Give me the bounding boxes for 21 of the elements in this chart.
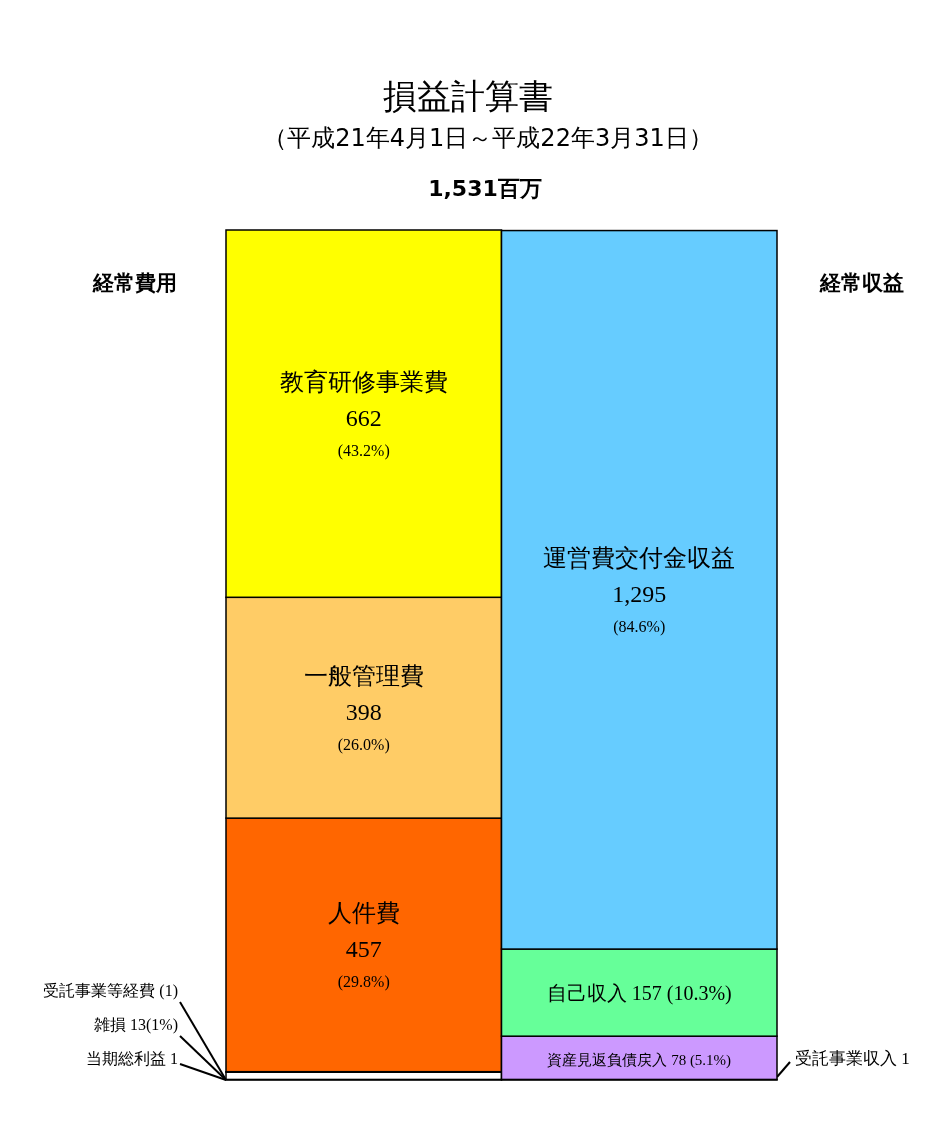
text: 当期総利益 1 xyxy=(86,1050,178,1067)
data-label: 1,295 (84.6%) xyxy=(612,580,667,636)
series-label: 資産見返負債戻入 xyxy=(547,1051,672,1068)
data-label: 457 (29.8%) xyxy=(337,935,390,991)
series-label: 教育研修事業費 xyxy=(279,368,448,395)
data-label: 78 (5.1%) xyxy=(671,1051,732,1069)
chart-title: 損益計算書 xyxy=(383,78,553,115)
series-label: 一般管理費 xyxy=(303,662,424,689)
text: 1,531百万 xyxy=(428,176,542,201)
series-label: 人件費 xyxy=(327,899,400,926)
text: 受託事業等経費 (1) xyxy=(43,982,178,999)
series-label: 自己収入 xyxy=(546,981,632,1004)
text: 受託事業収入 1 xyxy=(795,1049,910,1068)
x-tick-label: 経常収益 xyxy=(819,271,904,295)
data-label: 398 (26.0%) xyxy=(337,698,390,754)
chart-subtitle: （平成21年4月1日～平成22年3月31日） xyxy=(263,124,713,152)
data-label: 662 (43.2%) xyxy=(337,404,390,460)
series-label: 運営費交付金収益 xyxy=(543,544,736,571)
x-tick-label: 経常費用 xyxy=(92,271,177,295)
data-label: 157 (10.3%) xyxy=(631,981,732,1005)
text: 雑損 13(1%) xyxy=(94,1016,178,1033)
